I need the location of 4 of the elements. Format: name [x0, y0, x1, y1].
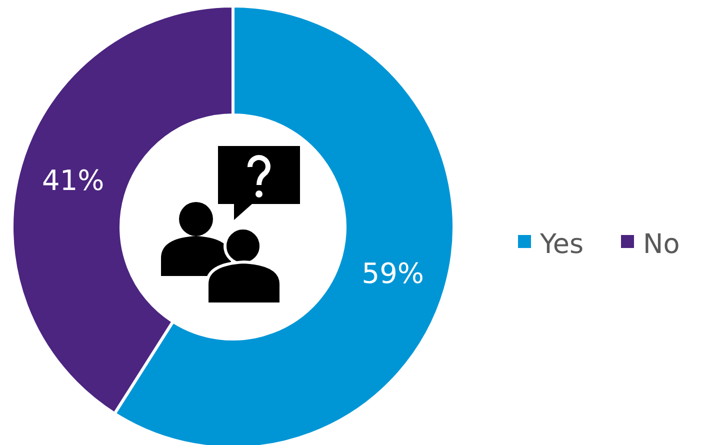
data-label: 41%	[42, 164, 104, 198]
legend-label: No	[643, 229, 680, 260]
legend-label: Yes	[539, 229, 584, 260]
data-label: 59%	[362, 256, 424, 290]
